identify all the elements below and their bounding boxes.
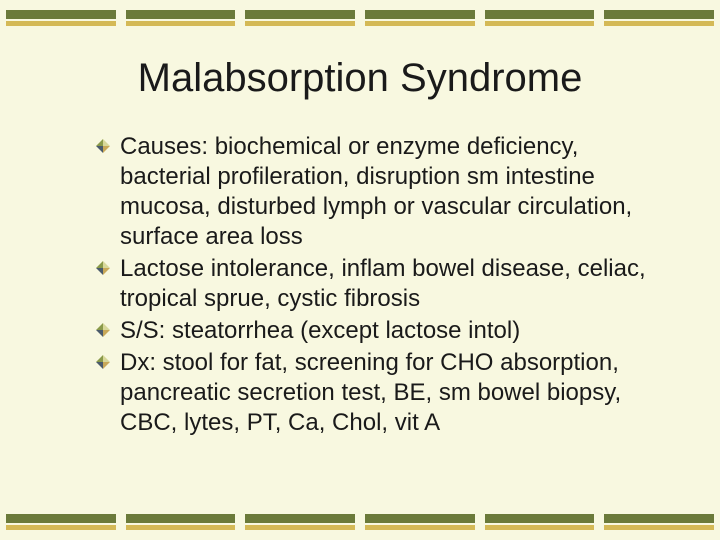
top-decorative-bars <box>0 10 720 26</box>
bar-thin <box>365 21 475 26</box>
bottom-decorative-bars <box>0 514 720 530</box>
bullet-text: S/S: steatorrhea (except lactose intol) <box>120 316 520 346</box>
bar-thin <box>245 21 355 26</box>
stripe-group <box>365 10 475 26</box>
stripe-group <box>485 10 595 26</box>
slide-title: Malabsorption Syndrome <box>0 56 720 101</box>
bar-thick <box>245 10 355 19</box>
bar-thin <box>245 525 355 530</box>
list-item: Dx: stool for fat, screening for CHO abs… <box>96 348 672 438</box>
bar-thick <box>6 514 116 523</box>
bar-thin <box>485 21 595 26</box>
stripe-group <box>245 10 355 26</box>
bar-thin <box>126 525 236 530</box>
stripe-group <box>485 514 595 530</box>
stripe-group <box>126 514 236 530</box>
stripe-group <box>604 10 714 26</box>
list-item: S/S: steatorrhea (except lactose intol) <box>96 316 672 346</box>
bar-thin <box>126 21 236 26</box>
stripe-group <box>6 514 116 530</box>
bar-thick <box>365 514 475 523</box>
bullet-text: Dx: stool for fat, screening for CHO abs… <box>120 348 672 438</box>
bar-thick <box>485 10 595 19</box>
bar-thin <box>6 525 116 530</box>
stripe-group <box>365 514 475 530</box>
bar-thin <box>485 525 595 530</box>
bullet-icon <box>96 261 110 275</box>
stripe-row <box>0 10 720 26</box>
stripe-row <box>0 514 720 530</box>
stripe-group <box>245 514 355 530</box>
bar-thick <box>604 514 714 523</box>
bullet-text: Lactose intolerance, inflam bowel diseas… <box>120 254 672 314</box>
bar-thin <box>604 525 714 530</box>
bar-thin <box>6 21 116 26</box>
list-item: Causes: biochemical or enzyme deficiency… <box>96 132 672 252</box>
bar-thick <box>485 514 595 523</box>
bullet-text: Causes: biochemical or enzyme deficiency… <box>120 132 672 252</box>
list-item: Lactose intolerance, inflam bowel diseas… <box>96 254 672 314</box>
bar-thin <box>365 525 475 530</box>
bar-thick <box>126 10 236 19</box>
bar-thick <box>6 10 116 19</box>
stripe-group <box>6 10 116 26</box>
bullet-icon <box>96 139 110 153</box>
bullet-list: Causes: biochemical or enzyme deficiency… <box>96 132 672 440</box>
stripe-group <box>126 10 236 26</box>
bar-thick <box>365 10 475 19</box>
bar-thick <box>126 514 236 523</box>
bullet-icon <box>96 323 110 337</box>
bullet-icon <box>96 355 110 369</box>
bar-thin <box>604 21 714 26</box>
stripe-group <box>604 514 714 530</box>
bar-thick <box>245 514 355 523</box>
bar-thick <box>604 10 714 19</box>
